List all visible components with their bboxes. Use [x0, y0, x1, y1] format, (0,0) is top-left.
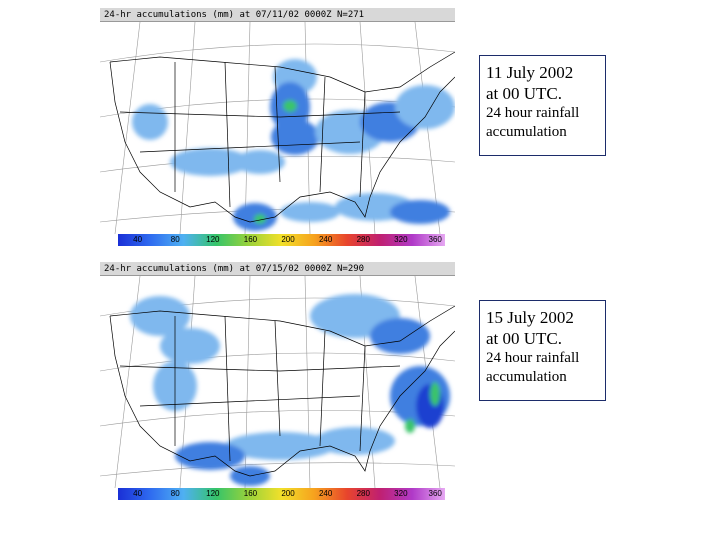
map-image — [100, 276, 455, 488]
colorbar-label: 240 — [318, 489, 333, 498]
colorbar-label: 160 — [243, 235, 258, 244]
colorbar-label: 40 — [133, 235, 143, 244]
colorbar-label: 280 — [356, 489, 370, 498]
colorbar-label: 40 — [133, 489, 143, 498]
rainfall-map-07-11: 24-hr accumulations (mm) at 07/11/02 000… — [100, 8, 455, 246]
rainfall-map-07-15: 24-hr accumulations (mm) at 07/15/02 000… — [100, 262, 455, 500]
boundaries — [109, 305, 455, 477]
caption-date: 11 July 2002 — [486, 63, 574, 82]
colorbar: 40 80 120 160 200 240 280 320 360 — [100, 234, 455, 246]
colorbar-label: 80 — [170, 489, 180, 498]
rainfall-shading — [132, 59, 455, 231]
colorbar-label: 320 — [394, 489, 408, 498]
caption-date: 15 July 2002 — [486, 308, 574, 327]
caption-description: accumulation — [486, 369, 567, 385]
colorbar-label: 320 — [394, 235, 408, 244]
caption-time: at 00 UTC. — [486, 84, 563, 103]
boundaries — [109, 51, 455, 223]
colorbar: 40 80 120 160 200 240 280 320 360 — [100, 488, 455, 500]
map-header: 24-hr accumulations (mm) at 07/15/02 000… — [100, 262, 455, 276]
caption-box-07-11: 11 July 2002 at 00 UTC. 24 hour rainfall… — [479, 55, 606, 156]
colorbar-labels: 40 80 120 160 200 240 280 320 360 — [118, 234, 445, 246]
colorbar-labels: 40 80 120 160 200 240 280 320 360 — [118, 488, 445, 500]
caption-description: 24 hour rainfall — [486, 105, 580, 121]
colorbar-label: 80 — [170, 235, 180, 244]
caption-description: accumulation — [486, 124, 567, 140]
colorbar-label: 160 — [243, 489, 258, 498]
colorbar-gradient — [118, 234, 445, 246]
colorbar-label: 240 — [318, 235, 333, 244]
colorbar-gradient — [118, 488, 445, 500]
caption-box-07-15: 15 July 2002 at 00 UTC. 24 hour rainfall… — [479, 300, 606, 401]
colorbar-label: 120 — [206, 489, 220, 498]
colorbar-label: 200 — [281, 489, 295, 498]
map-image — [100, 22, 455, 234]
colorbar-label: 280 — [356, 235, 370, 244]
caption-description: 24 hour rainfall — [486, 350, 580, 366]
caption-time: at 00 UTC. — [486, 329, 563, 348]
colorbar-label: 120 — [206, 235, 220, 244]
colorbar-label: 360 — [428, 235, 442, 244]
map-header: 24-hr accumulations (mm) at 07/11/02 000… — [100, 8, 455, 22]
colorbar-label: 200 — [281, 235, 295, 244]
colorbar-label: 360 — [428, 489, 442, 498]
